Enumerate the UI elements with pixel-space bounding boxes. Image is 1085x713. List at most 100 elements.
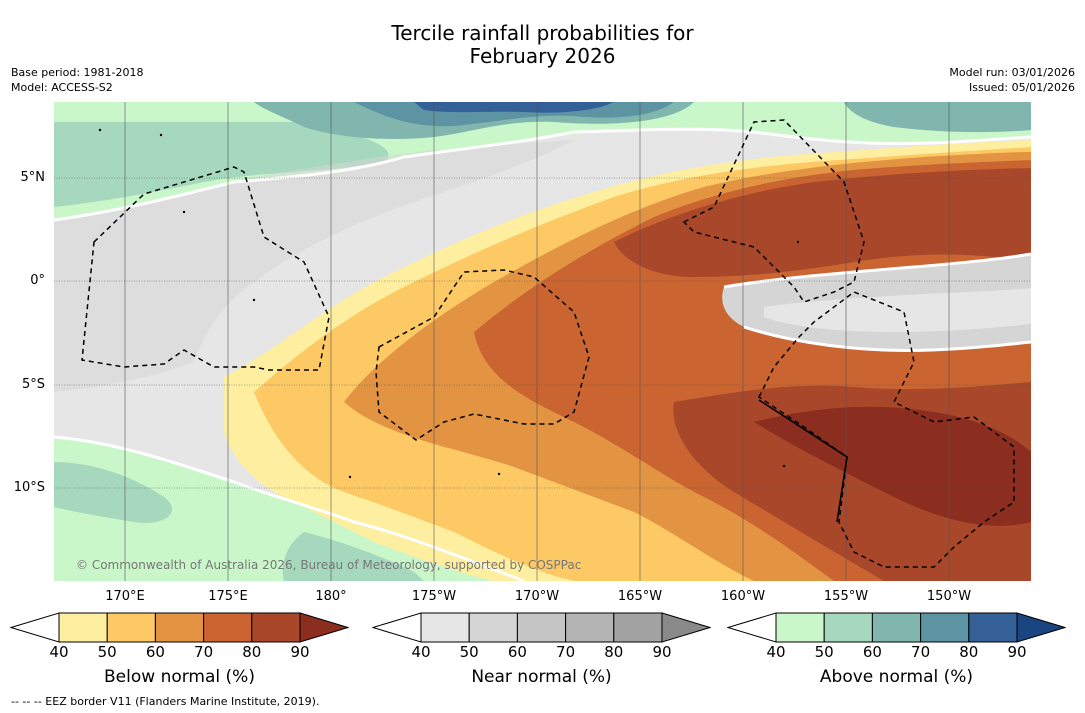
lon-label-155w: 155°W — [823, 589, 869, 604]
colorbar-near-high-extend — [661, 612, 711, 643]
base-period: Base period: 1981-2018 — [11, 66, 144, 79]
colorbar-above-tick: 50 — [814, 643, 834, 661]
below-normal-region-90 — [754, 406, 1031, 526]
colorbar-below-title: Below normal (%) — [104, 667, 255, 687]
colorbar-below-segment — [58, 612, 108, 643]
copyright-notice: © Commonwealth of Australia 2026, Bureau… — [76, 558, 581, 572]
above-normal-region-south-60 — [54, 462, 173, 523]
map-canvas: © Commonwealth of Australia 2026, Bureau… — [54, 102, 1031, 581]
colorbar-below-tick: 40 — [49, 643, 69, 661]
colorbar-below-tick: 50 — [97, 643, 117, 661]
colorbar-above-segment — [871, 612, 922, 643]
colorbar-near-tick: 40 — [411, 643, 431, 661]
colorbar-above-tick: 90 — [1007, 643, 1027, 661]
island — [348, 475, 352, 479]
colorbar-near-segment — [468, 612, 518, 643]
colorbar-near-low-extend — [372, 612, 422, 643]
colorbar-below-segment — [251, 612, 301, 643]
colorbar-below-tick: 80 — [242, 643, 262, 661]
colorbar-above-tick: 70 — [911, 643, 931, 661]
eez-border-kiribati-line-south — [758, 291, 1015, 568]
lat-label-5n: 5°N — [20, 170, 46, 185]
island — [98, 128, 102, 132]
lon-label-150w: 150°W — [926, 589, 972, 604]
above-normal-region-north-60 — [54, 122, 389, 207]
lat-label-0: 0° — [30, 273, 45, 288]
map-gridlines — [54, 177, 1031, 489]
above-normal-region-northeast — [844, 102, 1031, 133]
colorbar-above-title: Above normal (%) — [819, 667, 974, 687]
colorbar-above — [727, 612, 1066, 643]
lon-label-160w: 160°W — [720, 589, 766, 604]
colorbar-near-segment — [420, 612, 470, 643]
contour-line-south — [54, 435, 525, 581]
above-normal-region-north-90 — [414, 102, 614, 113]
lon-label-180: 180° — [315, 589, 347, 604]
colorbar-near-segment — [565, 612, 615, 643]
lon-label-170w: 170°W — [514, 589, 560, 604]
eez-border-tokelau — [375, 269, 590, 441]
colorbar-above-tick: 80 — [959, 643, 979, 661]
colorbar-near — [372, 612, 711, 643]
meta-right: Model run: 03/01/2026 Issued: 05/01/2026 — [949, 65, 1075, 95]
colorbar-near-tick: 70 — [556, 643, 576, 661]
colorbar-below-segment — [203, 612, 253, 643]
colorbar-above-segment — [920, 612, 970, 643]
colorbar-near-tick: 80 — [604, 643, 624, 661]
colorbar-above-high-extend — [1016, 612, 1066, 643]
island — [182, 210, 186, 214]
model-name: Model: ACCESS-S2 — [11, 81, 113, 94]
eez-borders — [81, 119, 1015, 568]
island — [782, 464, 786, 468]
contour-line-north — [54, 127, 1031, 222]
issued-date: Issued: 05/01/2026 — [968, 81, 1075, 94]
contour-line-east-2 — [743, 325, 1031, 352]
colorbar-below-segment — [106, 612, 156, 643]
lon-label-175w: 175°W — [411, 589, 457, 604]
colorbar-near-segment — [516, 612, 567, 643]
colorbar-below-tick: 90 — [290, 643, 310, 661]
below-normal-region-80-north — [614, 168, 1031, 277]
colorbar-above-segment — [823, 612, 873, 643]
map-lon-gridlines — [124, 102, 950, 581]
above-normal-region-south-60b — [282, 532, 424, 581]
colorbar-near-tick: 90 — [652, 643, 672, 661]
eez-border-kiribati-gilbert — [81, 166, 330, 371]
lon-label-175e: 175°E — [208, 589, 248, 604]
colorbar-above-tick: 60 — [862, 643, 882, 661]
colorbar-below — [10, 612, 349, 643]
colorbar-above-segment — [775, 612, 825, 643]
colorbar-below-tick: 60 — [145, 643, 165, 661]
colorbar-below-low-extend — [10, 612, 60, 643]
island — [497, 472, 501, 476]
title-line-2: February 2026 — [469, 44, 616, 68]
title-line-1: Tercile rainfall probabilities for — [391, 21, 694, 45]
colorbar-below-tick: 70 — [194, 643, 214, 661]
colorbar-above-low-extend — [727, 612, 777, 643]
island — [796, 240, 800, 244]
chart-title: Tercile rainfall probabilities for Febru… — [0, 22, 1085, 68]
colorbar-near-title: Near normal (%) — [471, 667, 612, 687]
near-normal-region-west-50 — [54, 140, 574, 392]
colorbar-near-tick: 60 — [507, 643, 527, 661]
probability-map: © Commonwealth of Australia 2026, Bureau… — [54, 102, 1031, 581]
colorbar-below-high-extend — [299, 612, 349, 643]
eez-border-kiribati-line-north — [682, 119, 865, 303]
lon-label-170e: 170°E — [105, 589, 145, 604]
colorbar-above-tick: 40 — [766, 643, 786, 661]
contour-line-east-1 — [723, 252, 1031, 289]
colorbar-below-segment — [154, 612, 205, 643]
island — [159, 133, 163, 137]
eez-footnote: -- -- -- EEZ border V11 (Flanders Marine… — [11, 695, 320, 708]
island — [252, 298, 256, 302]
islands — [98, 128, 800, 479]
model-run-date: Model run: 03/01/2026 — [949, 66, 1075, 79]
lat-label-5s: 5°S — [21, 377, 45, 392]
lon-label-165w: 165°W — [617, 589, 663, 604]
colorbar-above-segment — [968, 612, 1018, 643]
colorbar-near-segment — [613, 612, 663, 643]
lat-label-10s: 10°S — [13, 480, 45, 495]
eez-border-solid-segment — [758, 399, 848, 523]
meta-left: Base period: 1981-2018 Model: ACCESS-S2 — [11, 65, 143, 95]
colorbar-near-tick: 50 — [459, 643, 479, 661]
